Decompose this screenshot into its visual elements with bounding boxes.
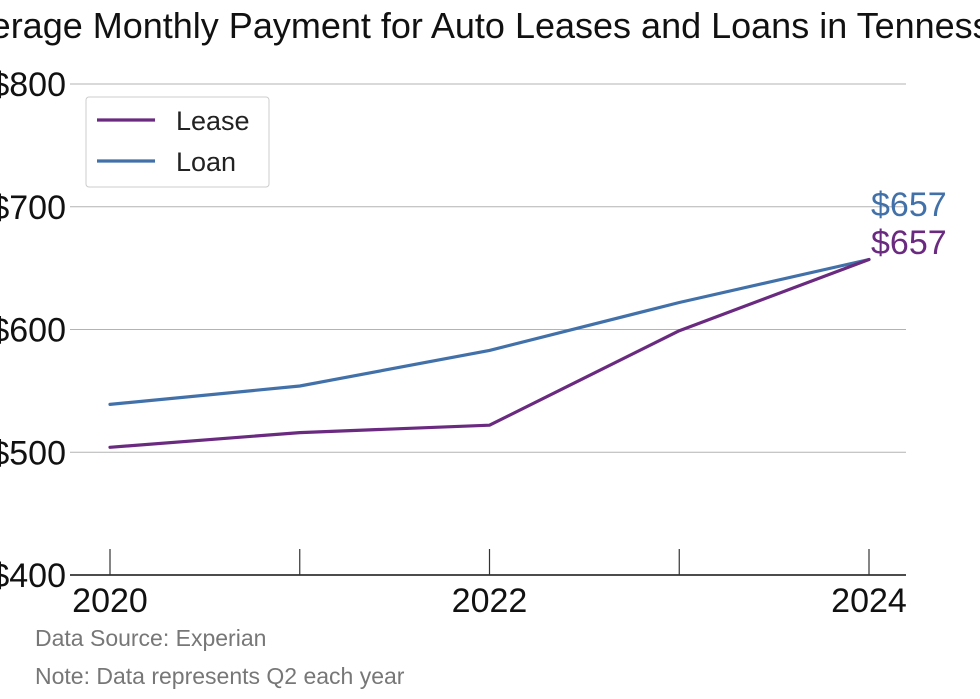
y-tick-label: $600 (0, 312, 66, 350)
x-axis: 2020 2022 2024 (70, 549, 907, 620)
x-tick-label: 2022 (452, 582, 528, 620)
legend: Lease Loan (85, 96, 270, 188)
chart-title: Average Monthly Payment for Auto Leases … (0, 5, 980, 46)
x-tick-label: 2024 (831, 582, 907, 620)
source-note: Data Source: Experian (35, 625, 266, 651)
y-tick-label: $700 (0, 189, 66, 227)
legend-label-lease: Lease (176, 106, 250, 136)
y-tick-label: $500 (0, 434, 66, 472)
y-tick-label: $400 (0, 557, 66, 595)
data-note: Note: Data represents Q2 each year (35, 663, 405, 689)
end-label-loan: $657 (871, 186, 947, 224)
legend-label-loan: Loan (176, 147, 236, 177)
series-line-lease (108, 257, 871, 449)
x-tick-label: 2020 (72, 582, 148, 620)
series-lines (108, 257, 871, 449)
end-labels: $657$657 (871, 186, 947, 262)
y-axis-ticks: $400 $500 $600 $700 $800 (0, 66, 66, 595)
y-tick-label: $800 (0, 66, 66, 104)
end-label-lease: $657 (871, 224, 947, 262)
series-line-loan (108, 257, 871, 406)
gridlines (70, 83, 906, 453)
